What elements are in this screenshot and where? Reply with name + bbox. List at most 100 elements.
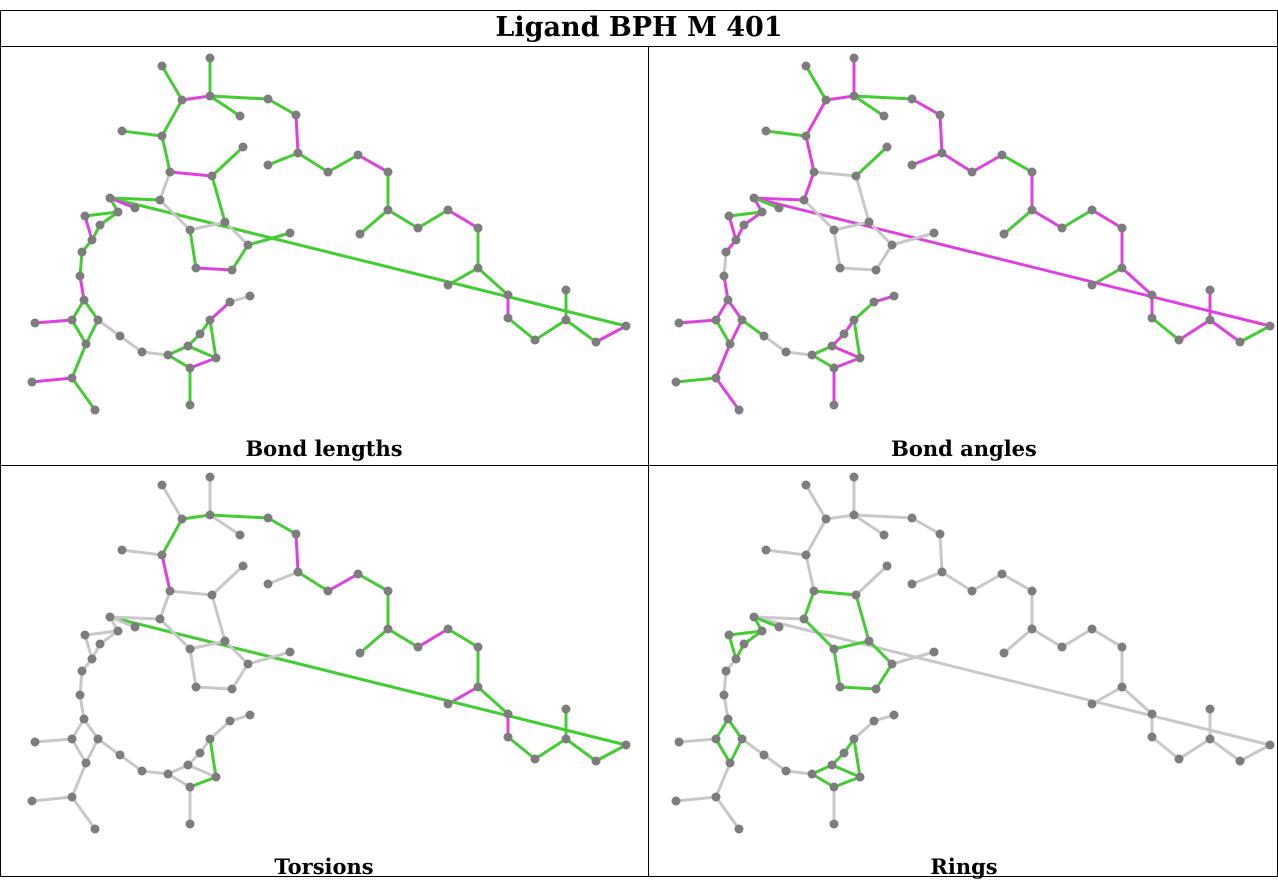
atom-a9 bbox=[967, 586, 977, 596]
atom-e1 bbox=[721, 247, 731, 257]
caption-bond-lengths: Bond lengths bbox=[245, 436, 403, 461]
bond-b6-c1 bbox=[108, 196, 162, 202]
atom-f1 bbox=[67, 734, 77, 744]
atom-d3 bbox=[243, 240, 253, 250]
bond-f4-f5 bbox=[30, 376, 74, 384]
bond-a10-a11 bbox=[1000, 153, 1034, 174]
atom-a20 bbox=[530, 335, 540, 345]
bond-b1-b2 bbox=[764, 548, 808, 557]
atom-e12 bbox=[889, 710, 899, 720]
atom-a12 bbox=[383, 205, 393, 215]
atom-a11 bbox=[1027, 586, 1037, 596]
bond-b1-b2 bbox=[120, 129, 164, 138]
bond-a2-b2 bbox=[804, 98, 828, 138]
bond-f4-f5 bbox=[30, 795, 74, 803]
bond-d1-d2 bbox=[188, 220, 227, 232]
atom-a11 bbox=[383, 586, 393, 596]
atom-a9 bbox=[323, 586, 333, 596]
bond-e10-e13 bbox=[852, 318, 862, 360]
atom-a19 bbox=[503, 732, 513, 742]
bond-b6-d1 bbox=[802, 617, 836, 651]
bond-c1-a23 bbox=[752, 615, 1272, 747]
bond-f3-f4 bbox=[70, 342, 88, 380]
atom-e5 bbox=[115, 750, 125, 760]
atom-f3 bbox=[725, 758, 735, 768]
bond-b3-b6 bbox=[802, 170, 816, 202]
bond-c4-c2 bbox=[83, 210, 120, 218]
atom-a15 bbox=[473, 642, 483, 652]
atom-a25 bbox=[355, 229, 365, 239]
atom-b6 bbox=[155, 195, 165, 205]
bond-a21-a22 bbox=[1208, 318, 1242, 344]
atom-a23 bbox=[621, 740, 631, 750]
atom-d5 bbox=[835, 263, 845, 273]
bond-a12-a13 bbox=[1030, 208, 1064, 230]
atom-a7 bbox=[935, 110, 945, 120]
bond-d3-d6 bbox=[230, 662, 250, 691]
atom-d5 bbox=[835, 682, 845, 692]
atom-a3 bbox=[205, 53, 215, 63]
bond-b1-b2 bbox=[120, 548, 164, 557]
bond-e8-e13 bbox=[830, 763, 862, 779]
atom-a23 bbox=[1265, 740, 1275, 750]
bond-b2-b3 bbox=[804, 134, 816, 174]
atom-d4 bbox=[285, 228, 295, 238]
bond-a22-a23 bbox=[1238, 743, 1272, 763]
atom-e8 bbox=[827, 341, 837, 351]
atom-e13 bbox=[211, 772, 221, 782]
atom-f6 bbox=[734, 824, 744, 834]
atom-e13 bbox=[211, 353, 221, 363]
bond-b4-b5 bbox=[210, 564, 245, 597]
atom-a12 bbox=[383, 624, 393, 634]
atom-b2 bbox=[157, 550, 167, 560]
bond-a7-a8 bbox=[294, 532, 300, 574]
bond-c4-c2 bbox=[727, 210, 764, 218]
atom-d2 bbox=[220, 636, 230, 646]
bond-a2-a4 bbox=[180, 94, 212, 102]
bond-d2-d3 bbox=[867, 220, 894, 247]
atom-e7 bbox=[807, 350, 817, 360]
atom-a2 bbox=[177, 514, 187, 524]
atom-c5 bbox=[130, 203, 140, 213]
bond-a8-a9 bbox=[296, 151, 330, 174]
bond-e5-e6 bbox=[118, 334, 144, 354]
atom-a24 bbox=[1205, 704, 1215, 714]
atom-d2 bbox=[864, 636, 874, 646]
bond-b4-b5 bbox=[210, 145, 245, 178]
atom-a1 bbox=[801, 480, 811, 490]
atom-a25 bbox=[355, 648, 365, 658]
atom-c1 bbox=[749, 193, 759, 203]
bond-b6-d1 bbox=[158, 198, 192, 232]
atom-d3 bbox=[243, 659, 253, 669]
atom-e11 bbox=[869, 297, 879, 307]
atom-a18 bbox=[1147, 290, 1157, 300]
atom-e3 bbox=[723, 714, 733, 724]
atom-c2 bbox=[80, 211, 90, 221]
atom-e10 bbox=[849, 315, 859, 325]
atom-a22 bbox=[591, 756, 601, 766]
atom-e1 bbox=[77, 247, 87, 257]
atom-a13 bbox=[413, 223, 423, 233]
bond-a20-a21 bbox=[533, 318, 568, 342]
atom-a10 bbox=[997, 150, 1007, 160]
atom-f5 bbox=[27, 377, 37, 387]
atom-e1 bbox=[721, 666, 731, 676]
bond-f1-f2 bbox=[33, 318, 74, 325]
bond-a6-a7 bbox=[910, 97, 942, 117]
atom-d1 bbox=[185, 644, 195, 654]
bond-a2-b2 bbox=[160, 98, 184, 138]
atom-e11 bbox=[225, 716, 235, 726]
atom-e7 bbox=[807, 769, 817, 779]
bond-a16-a18 bbox=[1120, 685, 1154, 716]
bond-d2-d3 bbox=[223, 639, 250, 666]
bond-a4-a6 bbox=[852, 513, 914, 520]
atom-e12 bbox=[245, 291, 255, 301]
bond-a6-a7 bbox=[266, 97, 298, 117]
bond-e8-e13 bbox=[830, 344, 862, 360]
atom-a19 bbox=[1147, 732, 1157, 742]
atom-a15 bbox=[473, 223, 483, 233]
atom-b6 bbox=[155, 614, 165, 624]
atom-a17 bbox=[443, 280, 453, 290]
bond-a9-a10 bbox=[970, 153, 1004, 174]
atom-a11 bbox=[383, 167, 393, 177]
